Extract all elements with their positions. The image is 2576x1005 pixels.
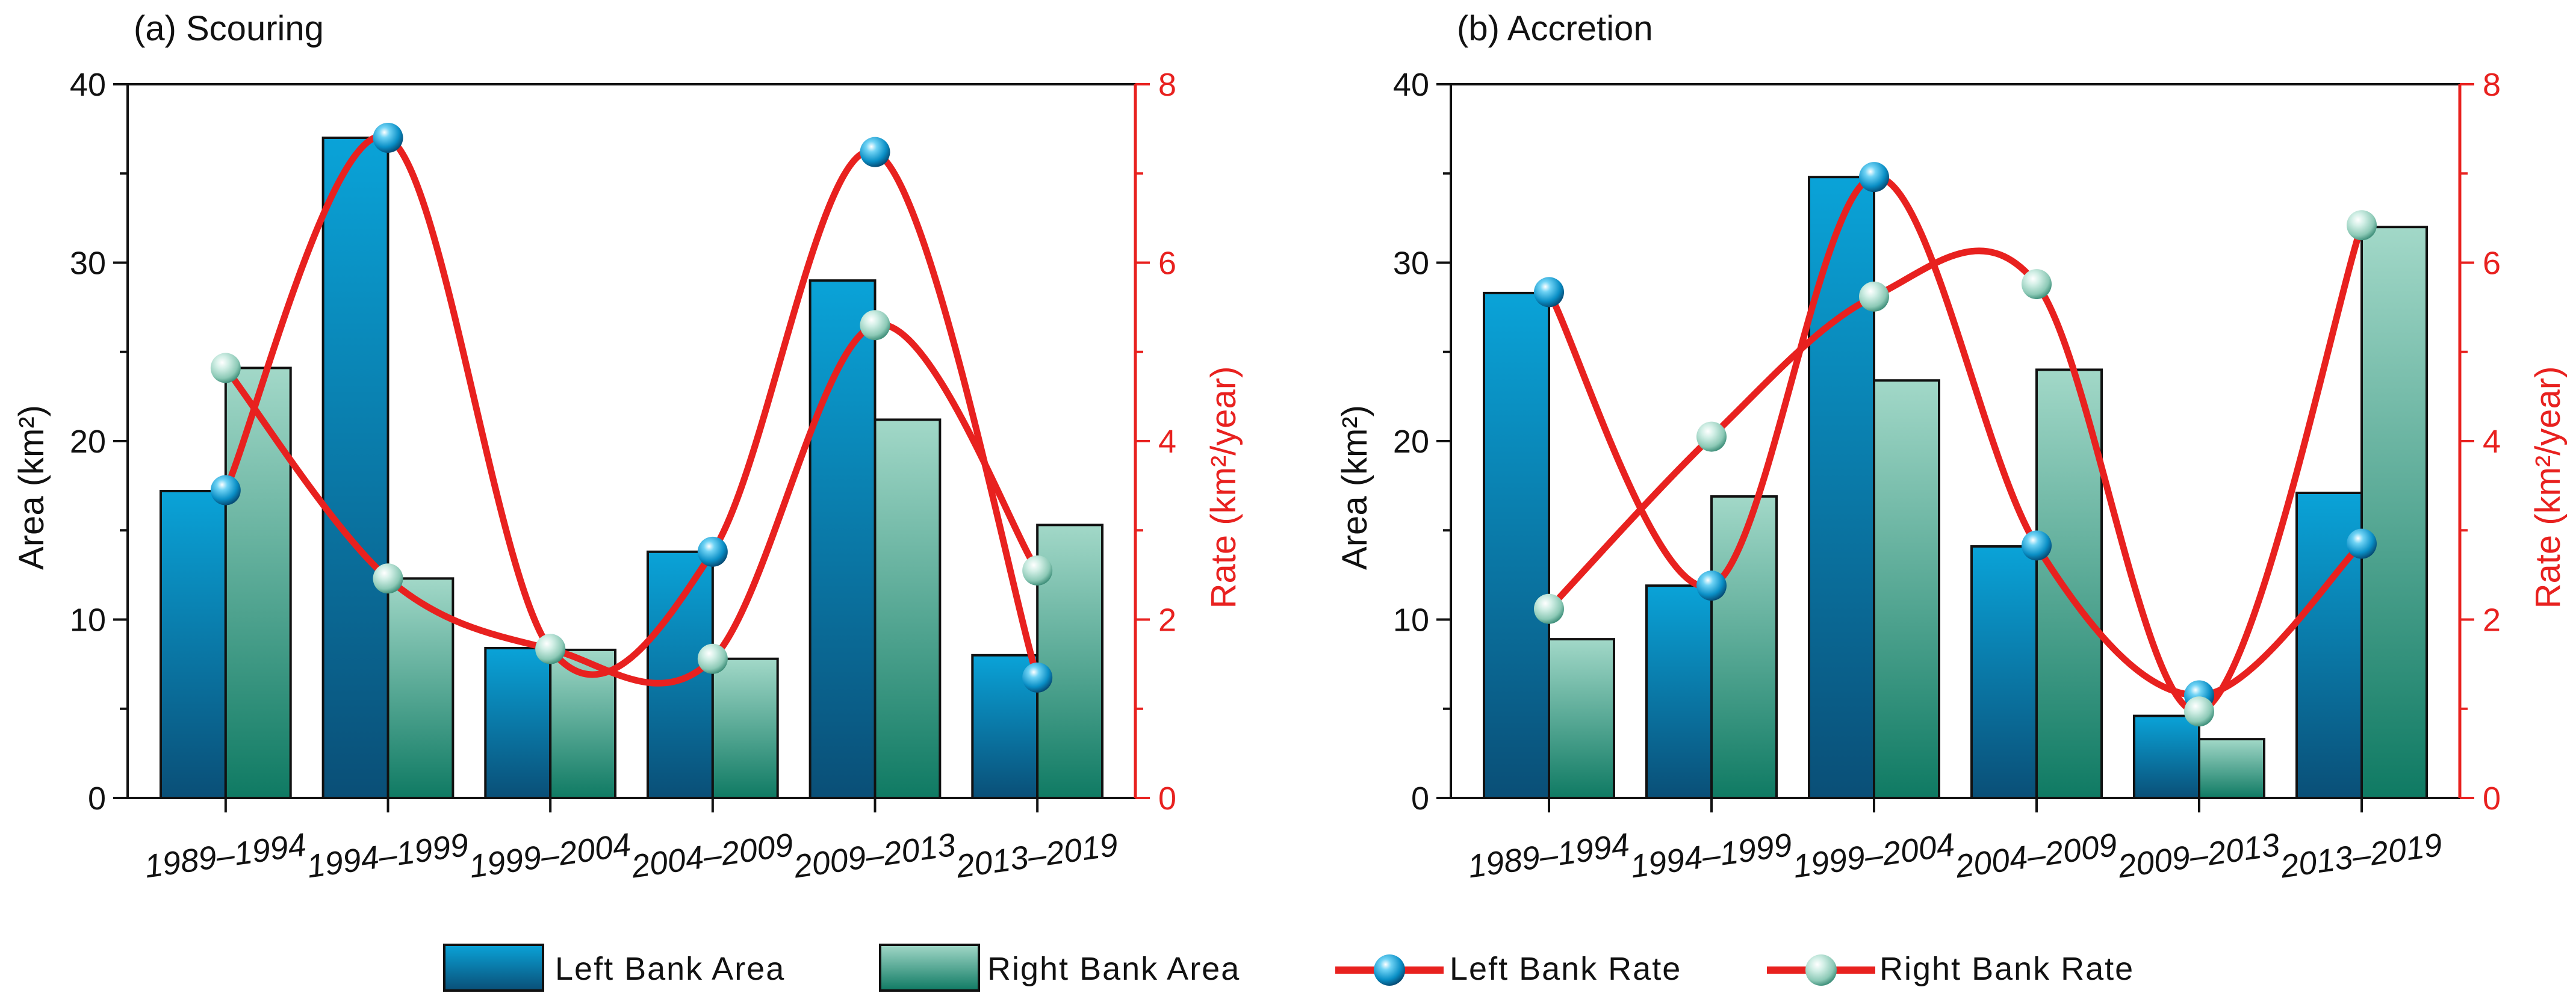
right-bank-area-bar	[874, 418, 942, 799]
x-tick-label: 2004–2009	[1952, 827, 2119, 885]
x-tick-label: 1999–2004	[467, 827, 633, 885]
left-bank-rate-marker	[1696, 571, 1727, 601]
right-bank-area-bar	[1873, 379, 1940, 799]
x-tick-label: 1989–1994	[1465, 827, 1631, 885]
left-bank-rate-marker	[1022, 662, 1053, 693]
right-bank-area-bar	[224, 366, 292, 799]
left-bank-rate-marker	[1534, 277, 1564, 308]
y-tick-label: 40	[70, 67, 106, 103]
right-bank-area-bar	[1548, 638, 1615, 799]
right-bank-area-bar	[2198, 738, 2265, 800]
x-tick-label: 1994–1999	[1628, 827, 1794, 885]
left-bank-area-bar	[321, 136, 390, 800]
right-bank-rate-marker	[860, 310, 890, 341]
y-tick-label: 0	[88, 781, 106, 817]
left-bank-rate-marker	[697, 536, 728, 567]
legend-swatch-left-area	[443, 944, 544, 992]
left-bank-rate-marker	[1859, 162, 1889, 193]
right-bank-rate-marker	[2347, 210, 2377, 241]
panel-title: (a) Scouring	[134, 9, 324, 48]
y2-tick-label: 4	[1158, 424, 1176, 460]
left-bank-area-bar	[159, 490, 227, 800]
right-bank-rate-marker	[697, 643, 728, 674]
y2-axis-label: Rate (km²/year)	[1204, 366, 1243, 609]
x-tick-label: 1999–2004	[1790, 827, 1957, 885]
right-bank-area-bar	[711, 657, 779, 799]
legend-label-right-rate: Right Bank Rate	[1879, 951, 2134, 987]
legend-swatch-right-area	[879, 944, 980, 992]
x-tick-label: 1994–1999	[305, 827, 471, 885]
y-tick-label: 40	[1393, 67, 1429, 103]
y-tick-label: 0	[1411, 781, 1429, 817]
x-tick-label: 2013–2019	[2277, 827, 2444, 885]
y-tick-label: 30	[1393, 246, 1429, 282]
left-bank-area-bar	[1808, 176, 1875, 799]
left-bank-area-bar	[484, 646, 552, 799]
left-bank-rate-marker	[860, 137, 890, 167]
legend-label-left-area: Left Bank Area	[555, 951, 785, 987]
scouring-panel: (a) Scouring Area (km²) Rate (km²/year) …	[12, 9, 1243, 885]
left-bank-rate-marker	[210, 475, 241, 506]
legend-marker-right-rate	[1805, 954, 1837, 986]
y-axis-label: Area (km²)	[1335, 405, 1374, 570]
right-bank-rate-marker	[373, 563, 403, 594]
left-bank-area-bar	[646, 550, 714, 800]
y2-tick-label: 2	[1158, 602, 1176, 639]
y2-tick-label: 4	[2483, 424, 2501, 460]
legend: Left Bank Area Right Bank Area Left Bank…	[443, 944, 2134, 992]
left-bank-rate-marker	[373, 122, 403, 153]
y2-tick-label: 0	[2483, 781, 2501, 817]
left-bank-area-bar	[1645, 584, 1713, 799]
accretion-panel: (b) Accretion Area (km²) Rate (km²/year)…	[1335, 9, 2568, 885]
y2-tick-label: 6	[1158, 246, 1176, 282]
right-bank-rate-marker	[1696, 421, 1727, 452]
right-bank-rate-marker	[2184, 696, 2214, 727]
y2-tick-label: 8	[2483, 67, 2501, 103]
right-bank-area-bar	[1710, 495, 1778, 799]
panel-title: (b) Accretion	[1457, 9, 1653, 48]
y2-tick-label: 2	[2483, 602, 2501, 639]
y2-tick-label: 0	[1158, 781, 1176, 817]
right-bank-rate-marker	[535, 634, 566, 664]
right-bank-rate-marker	[1022, 555, 1053, 586]
y-tick-label: 20	[70, 424, 106, 460]
left-bank-area-bar	[1483, 291, 1550, 799]
legend-label-right-area: Right Bank Area	[987, 951, 1240, 987]
left-bank-area-bar	[1970, 545, 2038, 799]
x-tick-label: 2013–2019	[954, 827, 1120, 885]
y2-axis-label: Rate (km²/year)	[2528, 366, 2568, 609]
right-bank-area-bar	[2035, 368, 2103, 799]
y-tick-label: 20	[1393, 424, 1429, 460]
left-bank-rate-marker	[2347, 528, 2377, 559]
y-axis-label: Area (km²)	[12, 405, 51, 570]
legend-marker-left-rate	[1374, 954, 1405, 986]
left-bank-area-bar	[2133, 714, 2200, 799]
right-bank-rate-marker	[2022, 269, 2052, 300]
right-bank-rate-line	[223, 321, 1040, 687]
x-tick-label: 2004–2009	[628, 827, 795, 885]
x-tick-label: 1989–1994	[142, 827, 308, 885]
y-tick-label: 30	[70, 246, 106, 282]
y2-tick-label: 8	[1158, 67, 1176, 103]
x-tick-label: 2009–2013	[791, 827, 958, 885]
right-bank-rate-marker	[210, 353, 241, 383]
left-bank-rate-line	[222, 132, 1041, 679]
x-tick-label: 2009–2013	[2115, 827, 2282, 885]
y-tick-label: 10	[70, 602, 106, 639]
y2-tick-label: 6	[2483, 246, 2501, 282]
right-bank-rate-marker	[1534, 593, 1564, 624]
y-tick-label: 10	[1393, 602, 1429, 639]
legend-label-left-rate: Left Bank Rate	[1450, 951, 1681, 987]
right-bank-area-bar	[2360, 226, 2428, 799]
right-bank-rate-marker	[1859, 281, 1889, 312]
left-bank-rate-marker	[2022, 530, 2052, 561]
